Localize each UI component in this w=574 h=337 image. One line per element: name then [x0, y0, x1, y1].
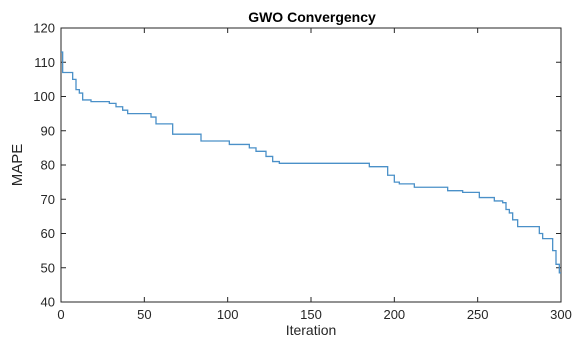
- y-tick-label: 120: [33, 21, 55, 36]
- y-tick-label: 90: [41, 123, 55, 138]
- chart-title: GWO Convergency: [248, 9, 376, 25]
- y-axis-label: MAPE: [9, 144, 26, 187]
- y-tick-label: 100: [33, 89, 55, 104]
- series-line: [61, 51, 561, 274]
- x-tick-label: 300: [550, 307, 572, 322]
- x-tick-label: 200: [383, 307, 405, 322]
- x-axis-ticks: 0 50 100 150 200 250 300: [57, 28, 572, 322]
- x-tick-label: 50: [137, 307, 151, 322]
- y-tick-label: 40: [41, 295, 55, 310]
- y-tick-label: 60: [41, 226, 55, 241]
- y-axis-ticks: 40 50 60 70 80 90 100 110 120: [33, 21, 561, 310]
- x-tick-label: 100: [217, 307, 239, 322]
- x-tick-label: 150: [300, 307, 322, 322]
- y-tick-label: 70: [41, 192, 55, 207]
- y-tick-label: 110: [34, 55, 55, 70]
- y-tick-label: 80: [41, 158, 55, 173]
- y-tick-label: 50: [41, 260, 55, 275]
- x-tick-label: 0: [57, 307, 64, 322]
- plot-area: [60, 27, 562, 303]
- x-tick-label: 250: [467, 307, 489, 322]
- x-axis-label: Iteration: [286, 322, 337, 337]
